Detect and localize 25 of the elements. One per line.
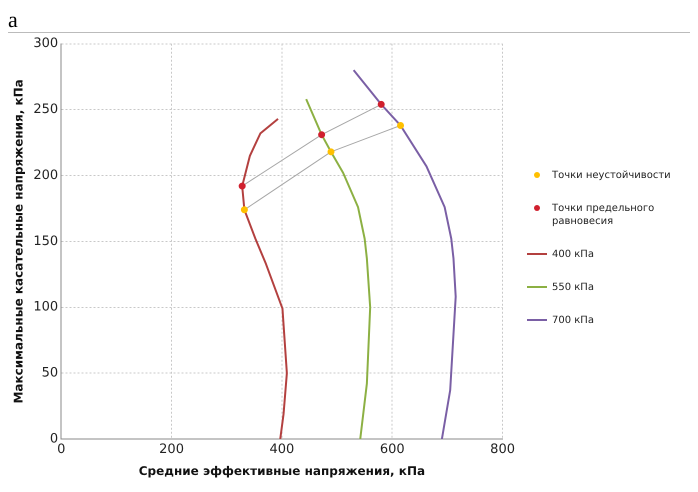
y-tick-label: 50 bbox=[42, 366, 58, 381]
x-tick-label: 800 bbox=[490, 442, 516, 458]
legend-label: 400 кПа bbox=[551, 248, 594, 261]
x-axis-title: Средние эффективные напряжения, кПа bbox=[138, 464, 426, 478]
point bbox=[397, 122, 404, 129]
y-tick-label: 200 bbox=[33, 168, 58, 183]
text: a bbox=[8, 7, 690, 33]
y-tick-label: 300 bbox=[33, 36, 58, 52]
legend-label: 550 кПа bbox=[551, 281, 594, 294]
y-tick-label: 150 bbox=[33, 234, 58, 249]
legend-label: 700 кПа bbox=[551, 314, 594, 327]
y-tick-label: 100 bbox=[33, 300, 58, 315]
x-tick-label: 200 bbox=[159, 442, 184, 458]
y-tick-label: 250 bbox=[33, 102, 58, 118]
point bbox=[328, 148, 335, 156]
point bbox=[240, 206, 248, 214]
legend-label: Точки неустойчивости bbox=[551, 169, 671, 182]
point bbox=[238, 182, 246, 190]
point bbox=[318, 131, 326, 138]
y-tick-label: 0 bbox=[50, 431, 58, 446]
point bbox=[378, 100, 385, 108]
x-tick-label: 600 bbox=[380, 442, 405, 458]
x-tick-label: 400 bbox=[269, 442, 294, 458]
legend-label: Точки предельного равновесия bbox=[551, 202, 656, 228]
y-axis-title: Максимальные касательные напряжения, кПа bbox=[11, 79, 26, 404]
